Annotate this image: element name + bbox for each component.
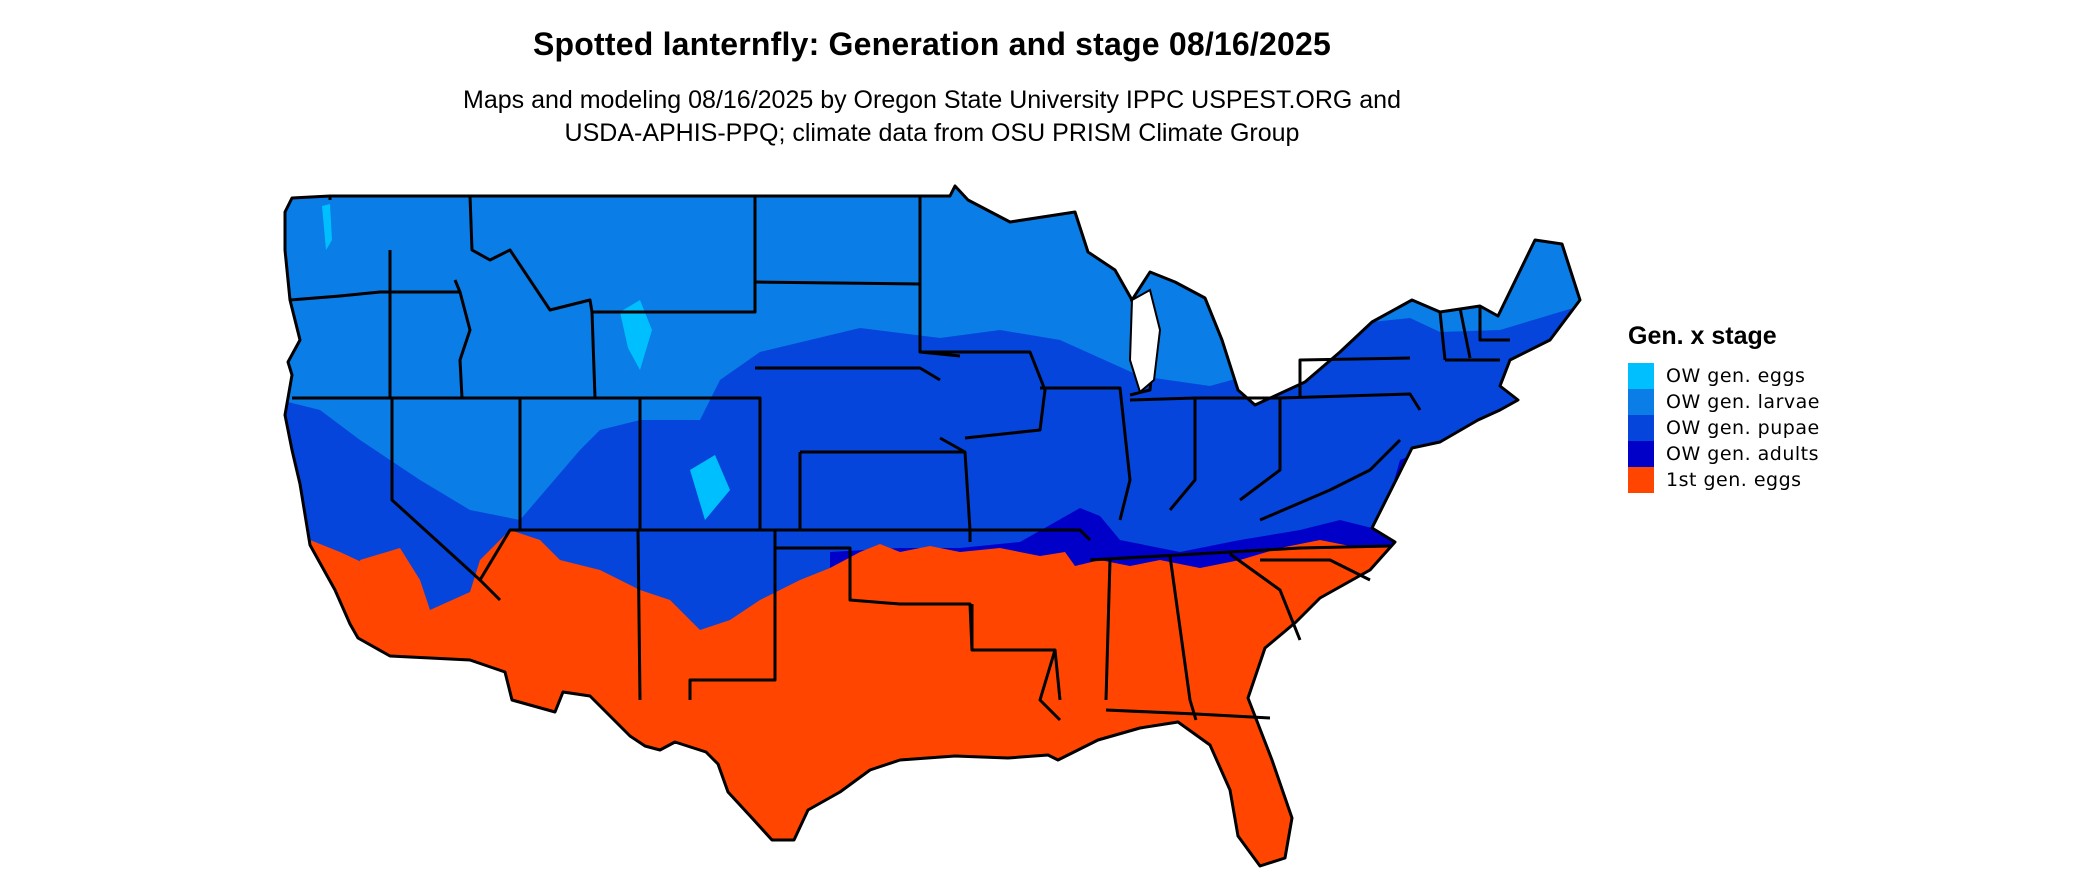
legend-label: OW gen. adults — [1666, 443, 1820, 465]
state-borders — [283, 184, 1582, 868]
legend-swatch — [1628, 415, 1654, 441]
border-ok-tx — [775, 546, 974, 651]
border-ms-la — [1038, 649, 1062, 722]
border-ny-pa — [1298, 356, 1411, 398]
border-id-mt — [468, 195, 594, 313]
border-il — [1040, 386, 1132, 521]
legend-item-ow-pupae: OW gen. pupae — [1628, 415, 1820, 441]
legend-swatch — [1628, 467, 1654, 493]
border-nm-tx — [688, 530, 777, 700]
border-sd-ne — [755, 366, 941, 382]
first-gen-eggs-region — [285, 530, 1580, 866]
border-ca-az — [478, 528, 520, 581]
legend-label: 1st gen. eggs — [1666, 469, 1802, 491]
border-nd-sd — [754, 280, 921, 286]
legend-label: OW gen. eggs — [1666, 365, 1806, 387]
border-nc-sc — [1260, 558, 1371, 582]
border-ne-states — [1438, 306, 1510, 362]
legend-label: OW gen. pupae — [1666, 417, 1820, 439]
map-subtitle: Maps and modeling 08/16/2025 by Oregon S… — [0, 84, 1864, 150]
border-pa — [1279, 392, 1422, 411]
map-title: Spotted lanternfly: Generation and stage… — [533, 26, 1331, 62]
border-or-id — [458, 291, 472, 399]
eggs-patch-1 — [620, 300, 652, 370]
california-eggs-region — [360, 548, 430, 620]
legend-swatch — [1628, 389, 1654, 415]
border-wy-co — [592, 396, 762, 530]
border-wa-or — [289, 279, 462, 302]
border-ca-nv — [390, 398, 502, 602]
lake-michigan — [1128, 288, 1162, 394]
legend-item-ow-eggs: OW gen. eggs — [1628, 363, 1820, 389]
border-ky-tn — [1089, 544, 1391, 562]
legend-item-ow-larvae: OW gen. larvae — [1628, 389, 1820, 415]
legend-title: Gen. x stage — [1628, 322, 1777, 350]
legend-label: OW gen. larvae — [1666, 391, 1820, 413]
border-ga-fl — [1105, 708, 1271, 720]
border-mo — [939, 436, 1092, 542]
legend-swatch — [1628, 441, 1654, 467]
eggs-patch-3 — [322, 204, 332, 250]
subtitle-line-1: Maps and modeling 08/16/2025 by Oregon S… — [463, 86, 1401, 114]
legend-item-ow-adults: OW gen. adults — [1628, 441, 1820, 467]
eggs-patch-2 — [690, 455, 730, 520]
border-ar-la — [970, 604, 1062, 701]
border-va — [1259, 438, 1402, 522]
subtitle-line-2: USDA-APHIS-PPQ; climate data from OSU PR… — [564, 119, 1300, 147]
border-oh — [1195, 396, 1282, 502]
border-mn-wi — [918, 196, 961, 358]
border-ia — [920, 350, 1047, 440]
border-ms-al — [1104, 559, 1112, 701]
border-az-nm — [636, 529, 642, 701]
legend-item-1st-gen-eggs: 1st gen. eggs — [1628, 467, 1820, 493]
border-in — [1129, 396, 1197, 511]
legend-swatch — [1628, 363, 1654, 389]
legend: Gen. x stage OW gen. eggs OW gen. larvae… — [1628, 322, 1820, 493]
border-mt-wy — [592, 196, 757, 314]
border-ga-sc — [1229, 552, 1302, 641]
